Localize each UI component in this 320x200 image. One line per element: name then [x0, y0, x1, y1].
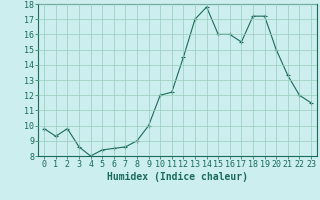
- X-axis label: Humidex (Indice chaleur): Humidex (Indice chaleur): [107, 172, 248, 182]
